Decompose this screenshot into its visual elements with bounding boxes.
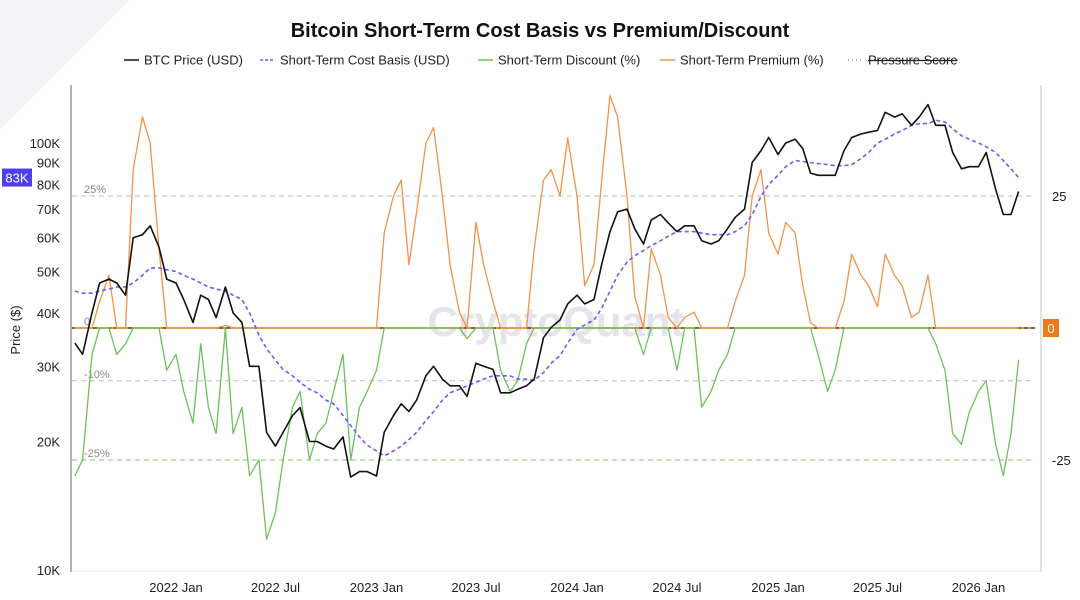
legend: BTC Price (USD) Short-Term Cost Basis (US… <box>124 53 958 68</box>
y-tick-label: 40K <box>37 306 60 321</box>
y-tick-label: 60K <box>37 231 60 246</box>
y-tick-label: 90K <box>37 156 60 171</box>
series-line-short-term-premium <box>74 95 1019 329</box>
legend-label: Pressure Score <box>868 53 958 68</box>
x-tick-label: 2023 Jul <box>451 580 500 595</box>
y-tick-label: 30K <box>37 359 60 374</box>
y2-tick-label: -25 <box>1052 453 1071 468</box>
x-tick-label: 2025 Jan <box>751 580 805 595</box>
y-tick-label: 50K <box>37 265 60 280</box>
x-tick-label: 2022 Jan <box>149 580 203 595</box>
y-tick-label: 80K <box>37 177 60 192</box>
x-tick-label: 2025 Jul <box>853 580 902 595</box>
legend-item[interactable]: Short-Term Cost Basis (USD) <box>260 53 450 68</box>
series-line-btc-price-usd <box>74 103 1020 478</box>
series-layer <box>74 95 1020 540</box>
x-axis-ticks: 2022 Jan 2022 Jul 2023 Jan 2023 Jul 2024 Jan… <box>149 580 1005 595</box>
x-tick-label: 2022 Jul <box>251 580 300 595</box>
x-tick-label: 2026 Jan <box>952 580 1006 595</box>
reference-line-label: 25% <box>84 184 106 196</box>
legend-label: Short-Term Premium (%) <box>680 53 824 68</box>
reference-line-label: -25% <box>84 448 110 460</box>
value-badge-label: 0 <box>1047 321 1054 336</box>
x-tick-label: 2024 Jan <box>550 580 604 595</box>
y-tick-label: 10K <box>37 563 60 578</box>
x-tick-label: 2024 Jul <box>652 580 701 595</box>
series-line-short-term-discount <box>74 327 1020 540</box>
chart-title: Bitcoin Short-Term Cost Basis vs Premium… <box>291 20 790 42</box>
legend-label: Short-Term Cost Basis (USD) <box>280 53 450 68</box>
value-badges: 83K 0 <box>2 168 1059 337</box>
value-badge-label: 83K <box>5 171 28 186</box>
x-tick-label: 2023 Jan <box>350 580 404 595</box>
y2-tick-label: 25 <box>1052 189 1066 204</box>
legend-label: BTC Price (USD) <box>144 53 243 68</box>
corner-shade <box>0 0 130 130</box>
legend-item[interactable]: BTC Price (USD) <box>124 53 243 68</box>
legend-item[interactable]: Short-Term Premium (%) <box>660 53 824 68</box>
value-badge <box>2 168 32 187</box>
y-tick-label: 20K <box>37 434 60 449</box>
y2-axis-ticks: 25 -25 <box>1052 189 1071 468</box>
value-badge <box>1043 319 1059 337</box>
y-axis-label: Price ($) <box>8 305 23 354</box>
legend-label: Short-Term Discount (%) <box>498 53 640 68</box>
reference-line-label: 0 <box>84 316 90 328</box>
reference-line-label: -10% <box>84 369 110 381</box>
legend-item[interactable]: Pressure Score <box>848 53 958 68</box>
y-tick-label: 70K <box>37 202 60 217</box>
y-tick-label: 100K <box>30 136 61 151</box>
series-line-short-term-cost-basis-usd <box>74 119 1020 457</box>
legend-item[interactable]: Short-Term Discount (%) <box>478 53 640 68</box>
y-axis-ticks: 10K 20K 30K 40K 50K 60K 70K 80K 90K 100K <box>30 136 61 578</box>
